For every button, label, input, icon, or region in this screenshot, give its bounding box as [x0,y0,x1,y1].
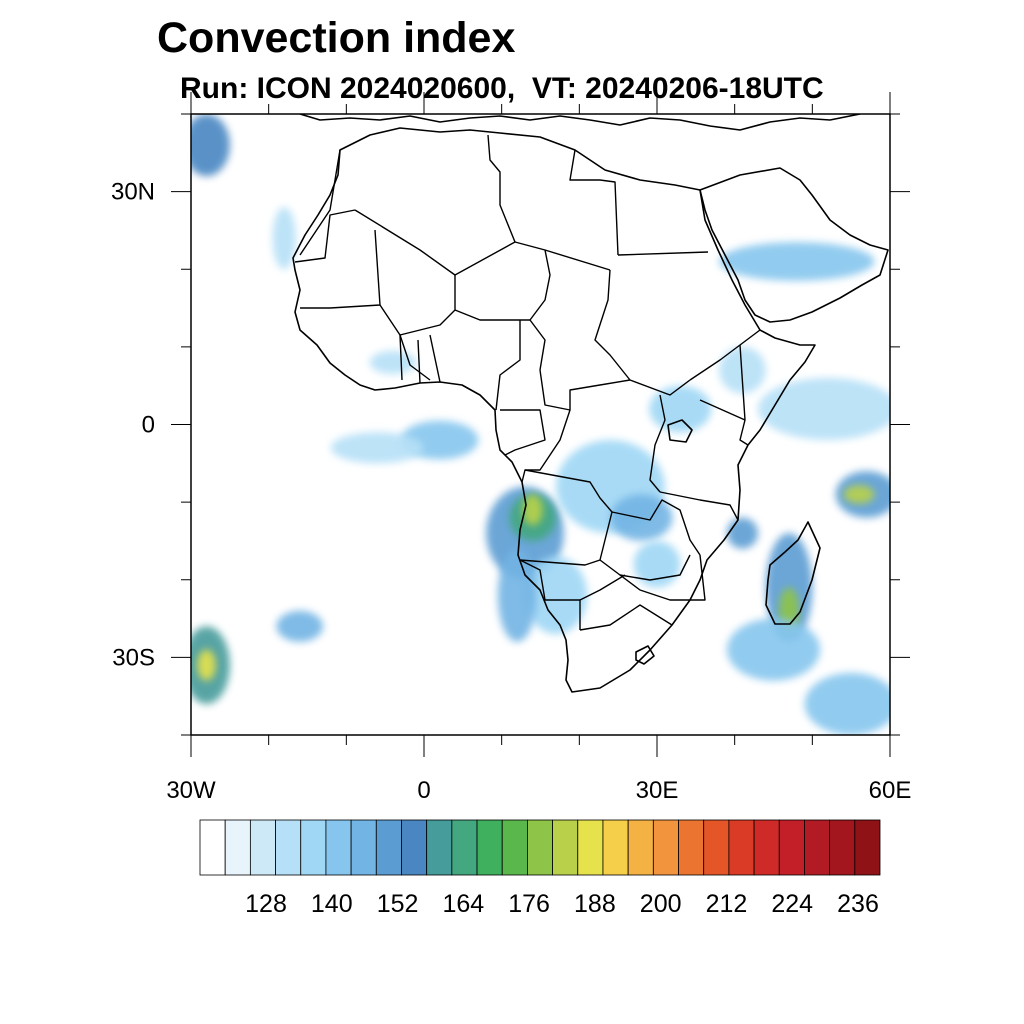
convection-cell-13 [726,618,821,681]
colorbar-label: 164 [442,890,484,918]
colorbar-box [451,819,478,876]
colorbar-box [804,819,831,876]
colorbar-box [854,819,881,876]
colorbar-box [224,819,251,876]
colorbar-box [778,819,805,876]
europe-coastline [299,114,861,131]
convection-cell-22 [276,610,324,642]
lon-tick-label: 30W [166,777,216,804]
colorbar-box [602,819,629,876]
colorbar-label: 200 [640,890,682,918]
colorbar-box [552,819,579,876]
colorbar-label: 140 [311,890,353,918]
colorbar-box [426,819,453,876]
colorbar-box [249,819,276,876]
colorbar-box [325,819,352,876]
colorbar-label: 152 [377,890,419,918]
lake-victoria [667,419,693,443]
colorbar-box [501,819,528,876]
colorbar-label: 212 [706,890,748,918]
convection-cell-15 [843,485,875,504]
convection-cell-16 [804,672,890,735]
colorbar-box [375,819,402,876]
colorbar-box [577,819,604,876]
coastlines-and-borders [292,114,889,693]
convection-cell-7 [633,540,681,588]
lon-tick-label: 60E [869,777,912,804]
convection-field [191,114,890,735]
africa-coastline [292,127,816,693]
colorbar-box [300,819,327,876]
colorbar-label: 236 [837,890,879,918]
colorbar-box [350,819,377,876]
lon-tick-label: 30E [636,777,679,804]
convection-cell-26 [369,350,417,375]
country-borders [294,134,761,631]
convection-cell-24 [649,385,712,433]
convection-cell-17 [757,377,890,441]
colorbar-box [829,819,856,876]
colorbar-box [275,819,302,876]
convection-cell-2 [522,494,543,526]
map-subtitle: Run: ICON 2024020600, VT: 20240206-18UTC [180,72,824,105]
colorbar-box [728,819,755,876]
convection-cell-10 [726,517,758,549]
arabia-coastline [699,167,889,323]
colorbar-box [401,819,428,876]
colorbar-label: 128 [245,890,287,918]
colorbar-box [476,819,503,876]
convection-cell-23 [719,346,766,394]
convection-cell-19 [191,114,230,177]
convection-cell-18 [719,242,875,281]
convection-cell-9 [330,432,424,464]
colorbar-box [627,819,654,876]
convection-cell-11 [765,533,813,642]
colorbar-label: 188 [574,890,616,918]
colorbar-box [678,819,705,876]
convection-cell-25 [272,207,296,270]
axis-ticks: 30N 0 30S 30W 0 30E 60E [111,92,911,804]
lat-tick-label: 0 [142,412,155,439]
map-title: Convection index [157,14,516,62]
colorbar-box [199,819,226,876]
madagascar-coastline [765,521,821,625]
colorbar-label: 224 [771,890,813,918]
colorbar: 128 140 152 164 176 188 200 212 224 236 [199,819,881,918]
colorbar-box [527,819,553,876]
colorbar-box [703,819,730,876]
lesotho-border [635,645,655,665]
colorbar-label: 176 [508,890,550,918]
lon-tick-label: 0 [417,777,430,804]
convection-cell-4 [497,548,537,642]
colorbar-box [652,819,679,876]
lat-tick-label: 30N [111,179,155,206]
convection-cell-21 [197,649,216,681]
lat-tick-label: 30S [112,644,155,671]
colorbar-box [753,819,780,876]
